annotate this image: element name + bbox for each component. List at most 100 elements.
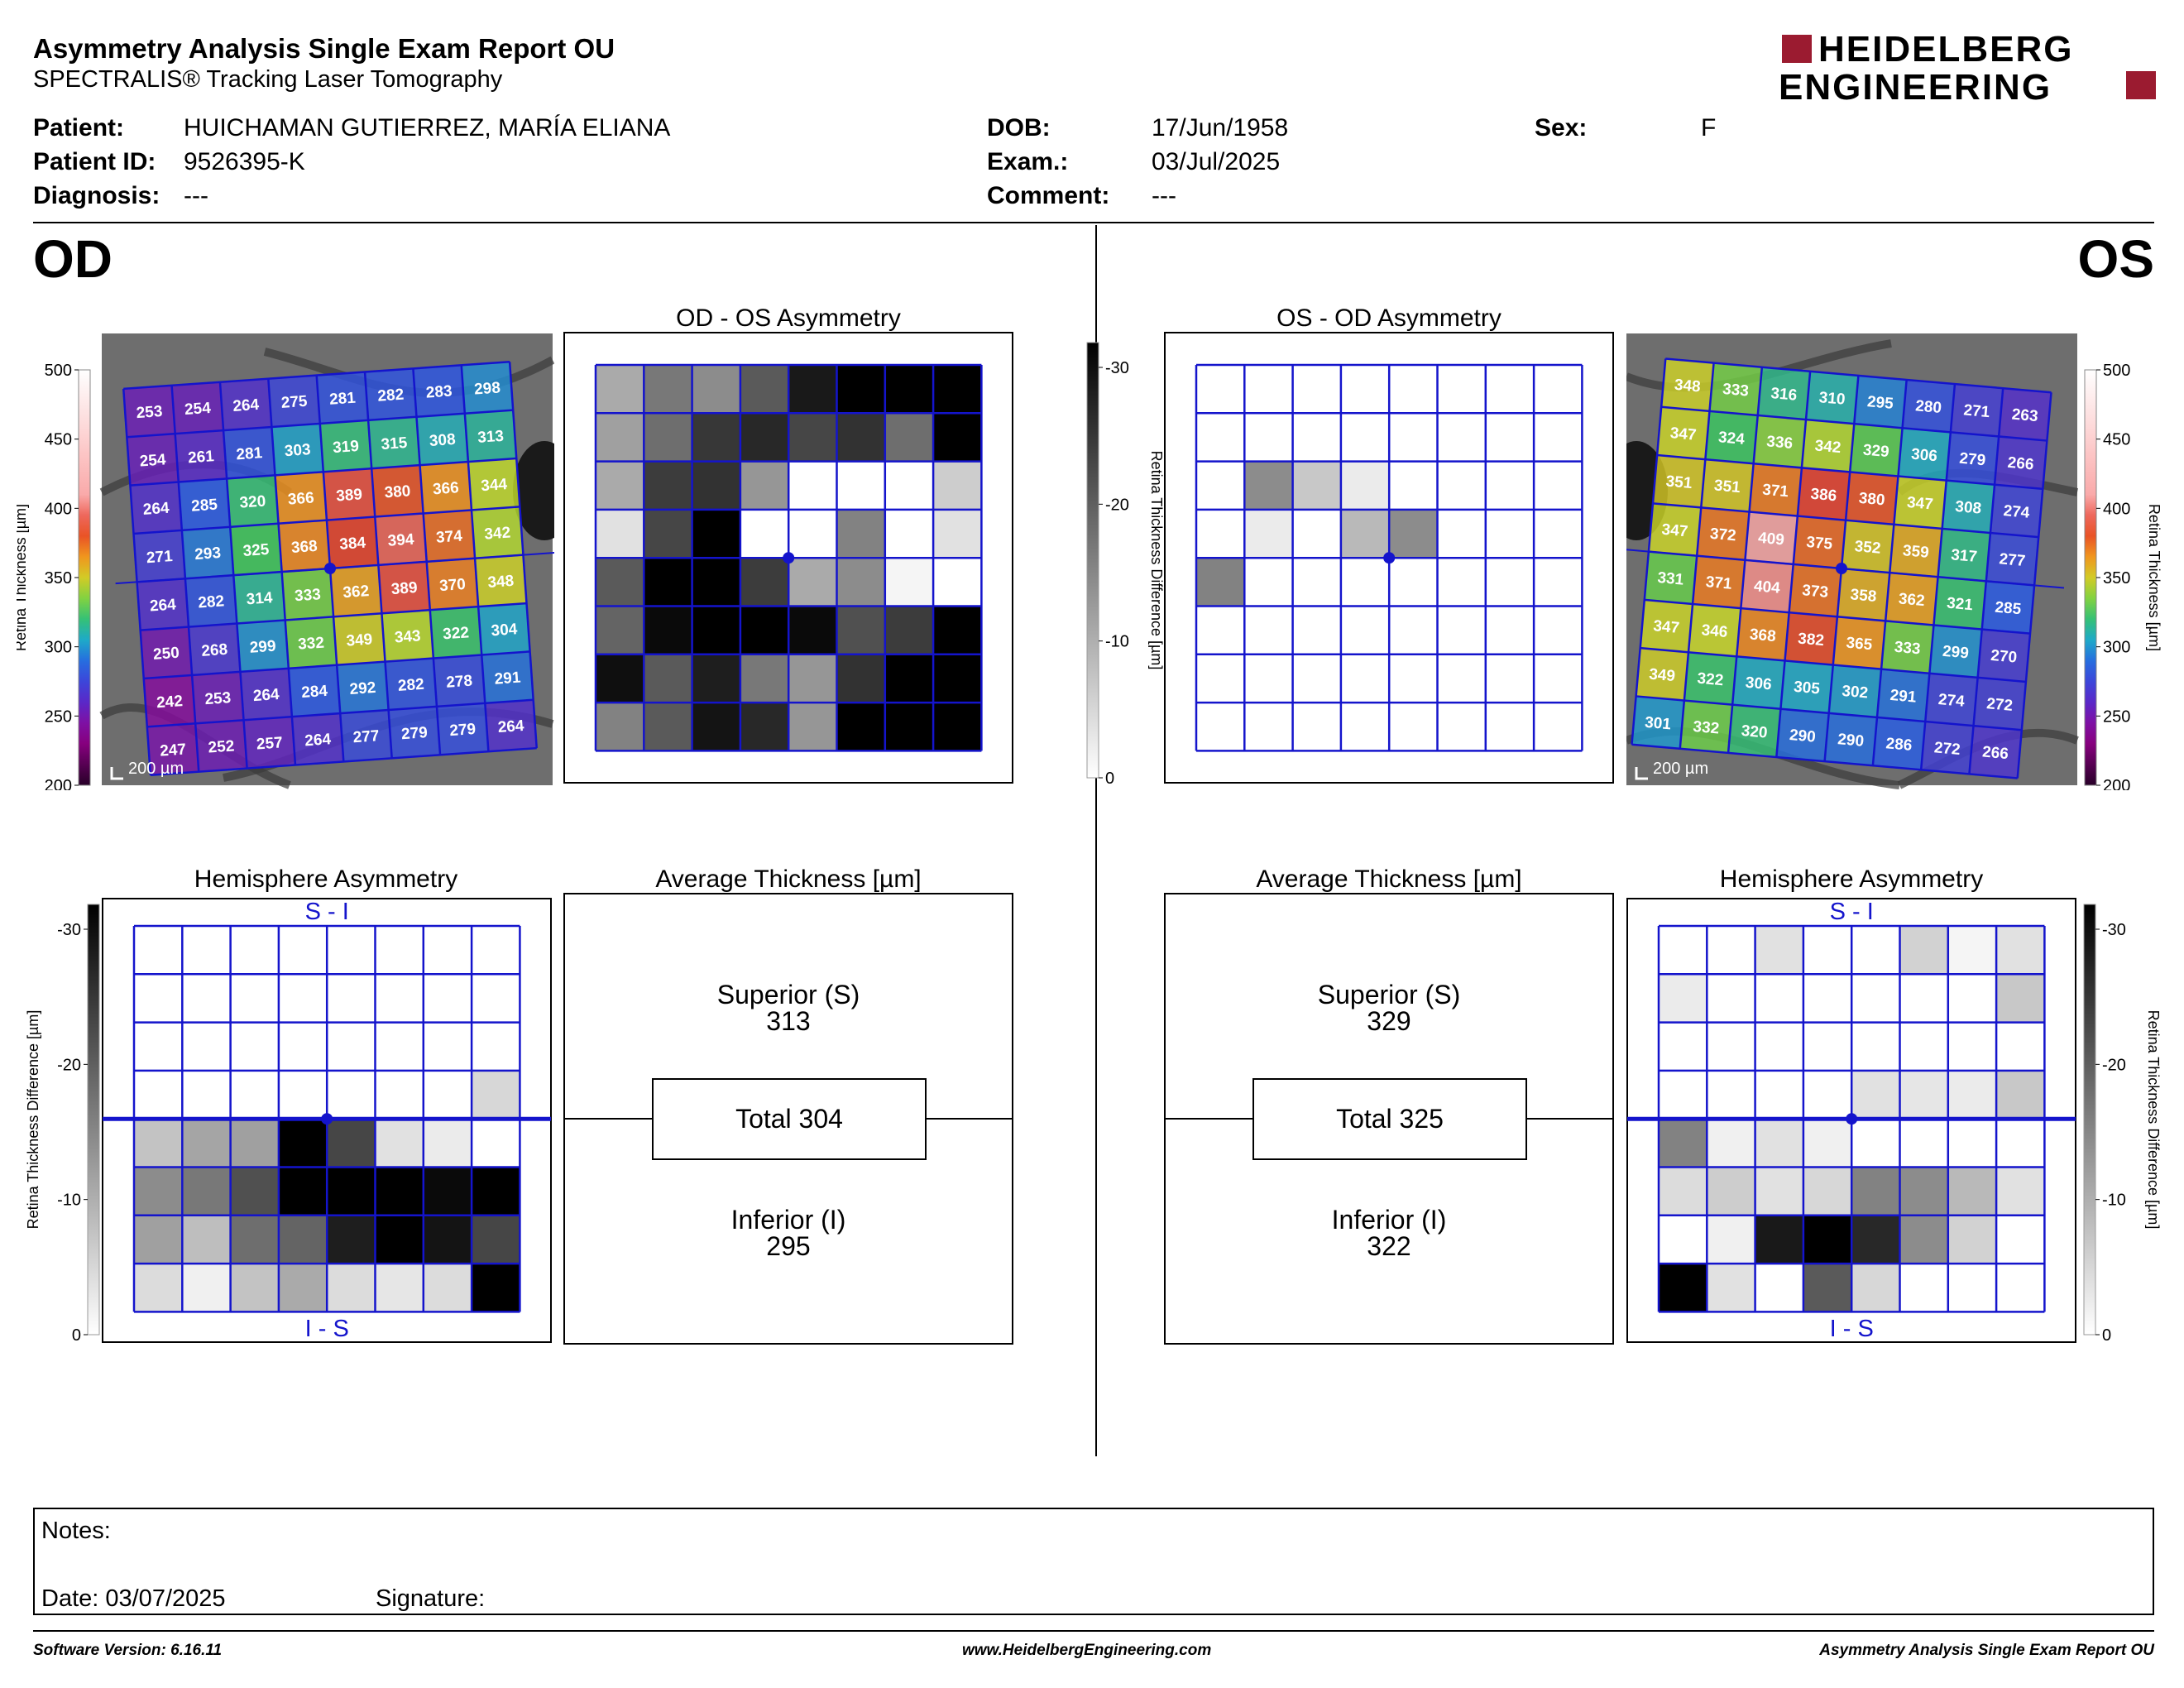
- os-hemi-cell: [1899, 1022, 1948, 1071]
- os-asym-cell: [1340, 606, 1390, 655]
- os-hemi-top-label: S - I: [1830, 899, 1874, 925]
- os-grid-cell: [1701, 459, 1754, 512]
- od-hemi-cell: [327, 1215, 376, 1264]
- od-hemi-cell: [472, 1022, 520, 1071]
- od-grid-value: 261: [187, 448, 215, 467]
- od-grid-cell: [485, 699, 537, 752]
- mid-diff-tick-label: 0: [1105, 770, 1114, 786]
- od-grid-cell: [288, 664, 341, 717]
- od-asym-cell: [836, 461, 885, 510]
- od-hemi-cell: [182, 926, 231, 975]
- od-grid-value: 278: [446, 673, 473, 692]
- os-grid-cell: [1636, 648, 1688, 701]
- od-diff-colorbar: -30 -20 -10 0 Retina Thickness Difference [µ…: [1075, 339, 1175, 788]
- patient-label: Patient:: [33, 114, 125, 141]
- os-hemi-cell: [1755, 1070, 1803, 1120]
- report-subtitle: SPECTRALIS® Tracking Laser Tomography: [33, 66, 503, 93]
- dob-label: DOB:: [987, 114, 1051, 141]
- os-grid-value: 279: [1959, 450, 1986, 470]
- os-hemi-cell: [1659, 1215, 1707, 1264]
- od-asym-cell: [884, 703, 934, 751]
- os-asym-cell: [1485, 703, 1535, 751]
- od-asym-cell: [740, 413, 789, 462]
- od-grid-value: 282: [377, 386, 405, 405]
- od-grid-value: 342: [484, 524, 511, 543]
- od-hemi-cell: [327, 1167, 376, 1216]
- os-grid-cell: [1693, 555, 1746, 609]
- od-thickness-tick-label: 250: [45, 707, 72, 726]
- od-hemi-cell: [134, 1119, 183, 1168]
- os-asym-cell: [1244, 654, 1293, 703]
- os-asym-cell: [1389, 654, 1438, 703]
- os-grid-cell: [1776, 708, 1829, 762]
- od-hemi-cell: [327, 1070, 376, 1120]
- od-grid-value: 275: [280, 393, 309, 412]
- od-hemi-cell: [375, 926, 424, 975]
- os-grid-value: 371: [1705, 573, 1733, 593]
- os-hemi-cell: [1755, 974, 1803, 1023]
- os-asym-cell: [1437, 606, 1486, 655]
- os-grid-value: 266: [2007, 454, 2034, 474]
- os-hemi-cell: [1899, 1167, 1948, 1216]
- os-asym-cell: [1534, 558, 1583, 607]
- center-divider: [1095, 225, 1097, 1456]
- od-diff-axis-label: Retina Thickness Difference [µm]: [25, 1010, 41, 1230]
- od-hemi-cell: [134, 974, 183, 1023]
- od-grid-value: 298: [474, 379, 501, 398]
- od-asym-cell: [692, 461, 740, 510]
- os-grid-value: 306: [1745, 674, 1772, 694]
- od-grid-line: [146, 698, 534, 728]
- os-grid-value: 316: [1770, 385, 1798, 405]
- od-hemi-cell: [278, 1264, 328, 1312]
- os-hemi-cell: [1803, 1022, 1852, 1071]
- os-grid-cell: [1837, 568, 1890, 621]
- od-grid-cell: [478, 603, 530, 655]
- od-grid-cell: [381, 610, 433, 662]
- od-grid-value: 366: [287, 489, 314, 508]
- od-grid-value: 384: [339, 535, 367, 554]
- os-grid-value: 271: [1963, 401, 1991, 421]
- od-hemi-cell: [134, 926, 183, 975]
- od-hemisphere-panel: S - I I - S -30 -20 -10 0 Retina Thickness Dif…: [17, 898, 554, 1349]
- os-average-title: Average Thickness [µm]: [1256, 866, 1522, 893]
- od-asym-cell: [933, 413, 982, 462]
- od-hemi-cell: [472, 1070, 520, 1120]
- os-grid-value: 346: [1701, 621, 1728, 641]
- od-thickness-map: 253 254 264 275 281 282 283 298 254 261 281 303 319 3…: [12, 327, 578, 795]
- os-hemi-cell: [1996, 1119, 2045, 1168]
- os-grid-cell: [1995, 436, 2048, 489]
- os-hemi-cell: [1851, 1022, 1900, 1071]
- od-grid-value: 304: [491, 621, 519, 640]
- os-hemi-cell: [1755, 1215, 1803, 1264]
- os-grid-cell: [1889, 524, 1942, 578]
- od-grid-cell: [365, 368, 417, 420]
- os-grid-value: 299: [1942, 643, 1969, 663]
- od-grid-cell: [285, 616, 338, 669]
- od-asym-cell: [884, 558, 934, 607]
- os-grid-value: 371: [1761, 482, 1789, 501]
- od-grid-value: 264: [149, 596, 177, 615]
- od-diff-tick-label: -30: [57, 921, 81, 939]
- os-grid-value: 359: [1902, 542, 1929, 562]
- od-hemi-cell: [423, 1215, 472, 1264]
- od-inferior-label: Inferior (I): [730, 1205, 846, 1235]
- od-hemi-cell: [182, 1167, 231, 1216]
- os-asym-cell: [1292, 654, 1341, 703]
- os-diff-axis-label: Retina Thickness Difference [µm]: [2145, 1010, 2162, 1230]
- od-grid-value: 303: [284, 441, 311, 460]
- od-asym-cell: [788, 606, 837, 655]
- os-asym-cell: [1244, 461, 1293, 510]
- os-grid-value: 347: [1653, 617, 1680, 637]
- os-grid-cell: [1828, 664, 1882, 717]
- od-thickness-tick-label: 400: [45, 500, 72, 518]
- os-asym-cell: [1292, 606, 1341, 655]
- os-thickness-tick-label: 250: [2103, 707, 2130, 726]
- od-asym-cell: [740, 509, 789, 559]
- os-hemi-cell: [1851, 1119, 1900, 1168]
- od-grid-cell: [467, 458, 520, 511]
- od-asym-cell: [740, 365, 789, 414]
- od-grid-value: 349: [346, 631, 373, 650]
- os-grid-cell: [1797, 468, 1851, 520]
- os-hemi-cell: [1996, 1215, 2045, 1264]
- od-grid-value: 264: [497, 717, 525, 736]
